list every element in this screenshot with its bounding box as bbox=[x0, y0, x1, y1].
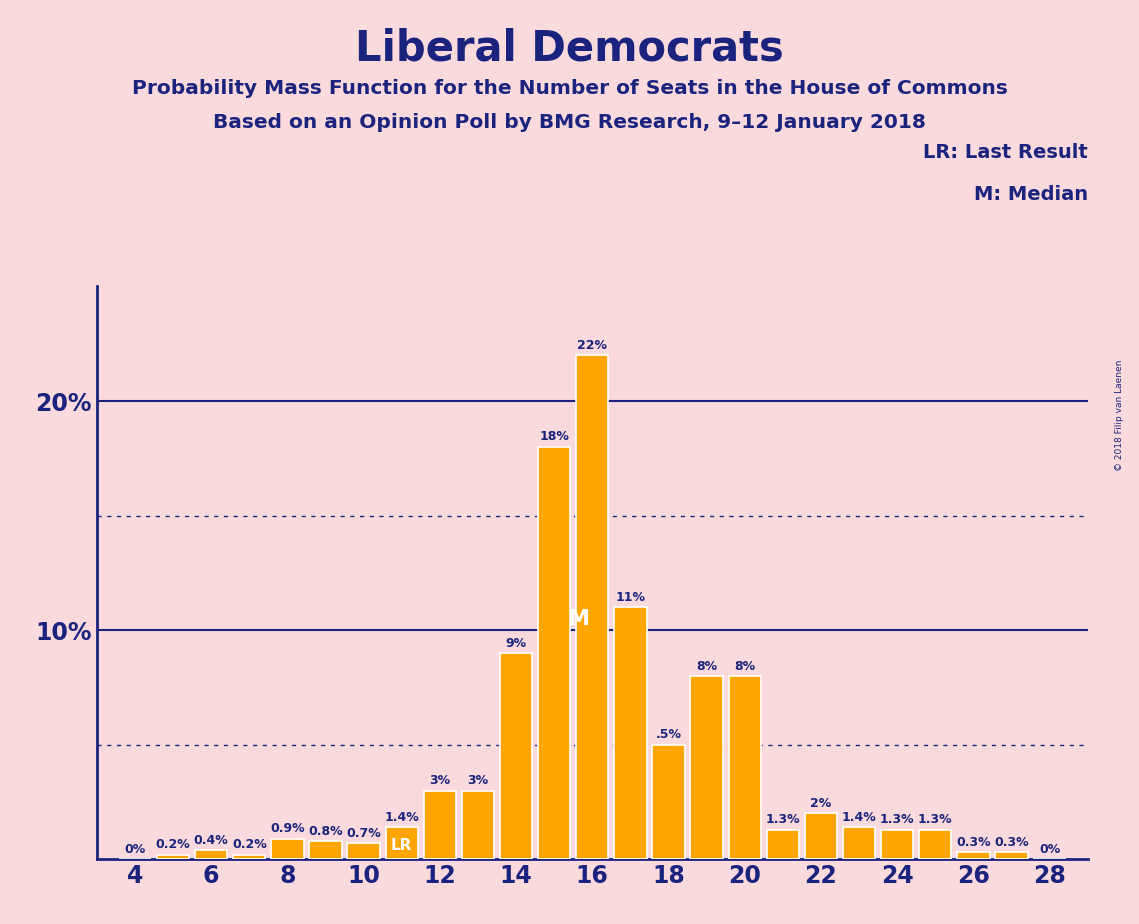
Text: M: Median: M: Median bbox=[974, 185, 1088, 204]
Bar bbox=[347, 844, 379, 859]
Text: 0%: 0% bbox=[124, 843, 146, 856]
Text: 11%: 11% bbox=[615, 590, 646, 603]
Bar bbox=[957, 853, 990, 859]
Text: 3%: 3% bbox=[429, 774, 450, 787]
Bar bbox=[995, 853, 1027, 859]
Text: 0.7%: 0.7% bbox=[346, 827, 380, 840]
Text: 9%: 9% bbox=[506, 637, 526, 650]
Bar bbox=[233, 855, 265, 859]
Bar bbox=[919, 830, 951, 859]
Bar bbox=[310, 841, 342, 859]
Bar bbox=[880, 830, 913, 859]
Text: 3%: 3% bbox=[467, 774, 489, 787]
Text: 0.3%: 0.3% bbox=[994, 836, 1029, 849]
Bar bbox=[271, 839, 304, 859]
Bar bbox=[385, 827, 418, 859]
Text: 22%: 22% bbox=[577, 339, 607, 352]
Bar bbox=[729, 676, 761, 859]
Text: Probability Mass Function for the Number of Seats in the House of Commons: Probability Mass Function for the Number… bbox=[132, 79, 1007, 98]
Text: 1.4%: 1.4% bbox=[384, 810, 419, 824]
Text: 0%: 0% bbox=[1039, 843, 1060, 856]
Text: 0.8%: 0.8% bbox=[309, 824, 343, 837]
Text: 18%: 18% bbox=[539, 431, 570, 444]
Text: M: M bbox=[568, 609, 590, 628]
Text: 8%: 8% bbox=[696, 660, 718, 673]
Text: 2%: 2% bbox=[810, 797, 831, 810]
Text: 1.3%: 1.3% bbox=[918, 813, 952, 826]
Text: 0.3%: 0.3% bbox=[956, 836, 991, 849]
Bar bbox=[653, 745, 685, 859]
Bar bbox=[614, 607, 647, 859]
Text: 1.4%: 1.4% bbox=[842, 810, 876, 824]
Text: LR: Last Result: LR: Last Result bbox=[923, 143, 1088, 163]
Text: LR: LR bbox=[391, 838, 412, 854]
Bar bbox=[767, 830, 800, 859]
Text: .5%: .5% bbox=[656, 728, 681, 741]
Bar bbox=[843, 827, 875, 859]
Bar bbox=[157, 855, 189, 859]
Text: Based on an Opinion Poll by BMG Research, 9–12 January 2018: Based on an Opinion Poll by BMG Research… bbox=[213, 113, 926, 132]
Text: 1.3%: 1.3% bbox=[879, 813, 915, 826]
Text: Liberal Democrats: Liberal Democrats bbox=[355, 28, 784, 69]
Text: 0.2%: 0.2% bbox=[156, 838, 190, 851]
Text: 0.2%: 0.2% bbox=[232, 838, 267, 851]
Bar bbox=[576, 355, 608, 859]
Text: 8%: 8% bbox=[735, 660, 755, 673]
Bar bbox=[500, 653, 532, 859]
Text: 1.3%: 1.3% bbox=[765, 813, 801, 826]
Text: 0.4%: 0.4% bbox=[194, 833, 229, 846]
Text: © 2018 Filip van Laenen: © 2018 Filip van Laenen bbox=[1115, 360, 1124, 471]
Bar bbox=[805, 813, 837, 859]
Text: 0.9%: 0.9% bbox=[270, 822, 305, 835]
Bar bbox=[538, 447, 571, 859]
Bar bbox=[461, 791, 494, 859]
Bar bbox=[424, 791, 456, 859]
Bar bbox=[195, 850, 228, 859]
Bar bbox=[690, 676, 723, 859]
